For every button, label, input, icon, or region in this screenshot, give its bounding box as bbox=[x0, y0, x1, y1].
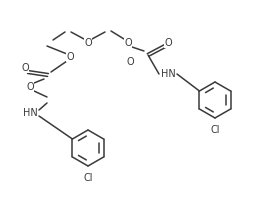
Text: O: O bbox=[124, 38, 132, 48]
Text: O: O bbox=[21, 63, 29, 73]
Text: O: O bbox=[66, 52, 74, 62]
Text: O: O bbox=[84, 38, 92, 48]
Text: HN: HN bbox=[161, 69, 175, 79]
Text: O: O bbox=[164, 38, 172, 48]
Text: Cl: Cl bbox=[83, 173, 93, 183]
Text: O: O bbox=[126, 57, 134, 67]
Text: HN: HN bbox=[23, 108, 37, 118]
Text: Cl: Cl bbox=[210, 125, 220, 135]
Text: O: O bbox=[26, 82, 34, 92]
